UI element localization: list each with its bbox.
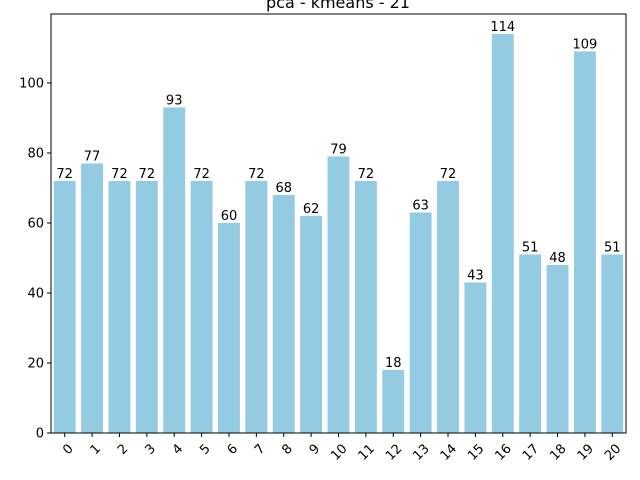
bar-6 bbox=[218, 222, 240, 433]
bar-value-label: 79 bbox=[330, 142, 347, 157]
x-tick-label: 11 bbox=[356, 441, 378, 463]
bar-20 bbox=[601, 254, 624, 433]
x-tick-label: 9 bbox=[307, 441, 323, 457]
bar-17 bbox=[519, 254, 542, 433]
bar-16 bbox=[491, 33, 514, 433]
bar-value-label: 43 bbox=[467, 268, 484, 283]
y-tick-label: 20 bbox=[27, 356, 44, 371]
x-axis: 0 1 2 3 4 5 6 7 8 9 10 11 12 13 14 15 16 17 18 19 20 bbox=[60, 433, 624, 464]
y-tick-label: 0 bbox=[36, 427, 44, 442]
x-tick-label: 15 bbox=[465, 441, 487, 463]
bar-value-label: 93 bbox=[166, 93, 183, 108]
y-axis: 0 20 40 60 80 100 bbox=[19, 76, 51, 442]
bar-value-label: 51 bbox=[604, 240, 621, 255]
bar-11 bbox=[354, 180, 377, 433]
bar-value-label: 114 bbox=[490, 20, 515, 35]
x-tick-label: 14 bbox=[438, 441, 460, 463]
bars-group bbox=[53, 33, 624, 434]
x-tick-label: 12 bbox=[383, 441, 405, 463]
y-tick-label: 80 bbox=[27, 146, 44, 161]
x-tick-label: 8 bbox=[279, 441, 295, 457]
x-tick-label: 18 bbox=[547, 441, 569, 463]
bar-5 bbox=[190, 180, 213, 433]
bar-value-label: 72 bbox=[56, 167, 73, 182]
bar-7 bbox=[245, 180, 268, 433]
bar-9 bbox=[300, 215, 323, 433]
y-tick-label: 60 bbox=[27, 216, 44, 231]
x-tick-label: 13 bbox=[410, 441, 432, 463]
bar-value-label: 77 bbox=[84, 149, 101, 164]
bar-14 bbox=[437, 180, 459, 433]
bar-19 bbox=[573, 51, 596, 433]
bar-value-label: 63 bbox=[412, 198, 429, 213]
bar-value-label: 72 bbox=[440, 167, 457, 182]
bar-8 bbox=[272, 194, 295, 433]
bar-value-label: 62 bbox=[303, 202, 320, 217]
bar-0 bbox=[53, 180, 76, 433]
bar-value-label: 109 bbox=[573, 37, 598, 52]
bar-15 bbox=[464, 282, 487, 433]
x-tick-label: 5 bbox=[197, 441, 213, 457]
bar-value-label: 72 bbox=[111, 167, 128, 182]
x-tick-label: 6 bbox=[225, 441, 241, 457]
bar-value-label: 72 bbox=[139, 167, 156, 182]
x-tick-label: 3 bbox=[142, 441, 158, 457]
x-tick-label: 7 bbox=[252, 441, 268, 457]
bar-18 bbox=[546, 264, 569, 433]
x-tick-label: 4 bbox=[170, 441, 186, 457]
bar-4 bbox=[163, 107, 186, 434]
y-tick-label: 40 bbox=[27, 286, 44, 301]
plot-frame bbox=[50, 13, 627, 434]
chart-title: pca - kmeans - 21 bbox=[266, 0, 410, 12]
bar-value-label: 51 bbox=[522, 240, 539, 255]
x-tick-label: 16 bbox=[493, 441, 515, 463]
bar-10 bbox=[327, 156, 350, 433]
bar-3 bbox=[135, 180, 158, 433]
bar-value-label: 72 bbox=[193, 167, 210, 182]
bar-value-label: 48 bbox=[549, 251, 566, 266]
x-tick-label: 17 bbox=[520, 441, 542, 463]
bar-value-label: 68 bbox=[275, 181, 292, 196]
x-tick-label: 1 bbox=[88, 441, 104, 457]
x-tick-label: 19 bbox=[575, 441, 597, 463]
x-tick-label: 20 bbox=[602, 441, 624, 463]
x-tick-label: 2 bbox=[115, 441, 131, 457]
bar-value-label: 72 bbox=[358, 167, 375, 182]
bar-2 bbox=[108, 180, 131, 433]
bar-value-label: 18 bbox=[385, 356, 402, 371]
bar-value-label: 72 bbox=[248, 167, 265, 182]
x-tick-label: 0 bbox=[60, 441, 76, 457]
x-tick-label: 10 bbox=[328, 441, 350, 463]
bar-13 bbox=[409, 212, 432, 433]
bar-value-label: 60 bbox=[221, 209, 238, 224]
bar-labels-group: 72 77 72 72 93 72 60 72 68 62 79 72 18 63 72 43 114 51 48 1… bbox=[56, 20, 620, 371]
bar-12 bbox=[382, 369, 405, 433]
y-tick-label: 100 bbox=[19, 76, 44, 91]
bar-1 bbox=[81, 163, 104, 433]
